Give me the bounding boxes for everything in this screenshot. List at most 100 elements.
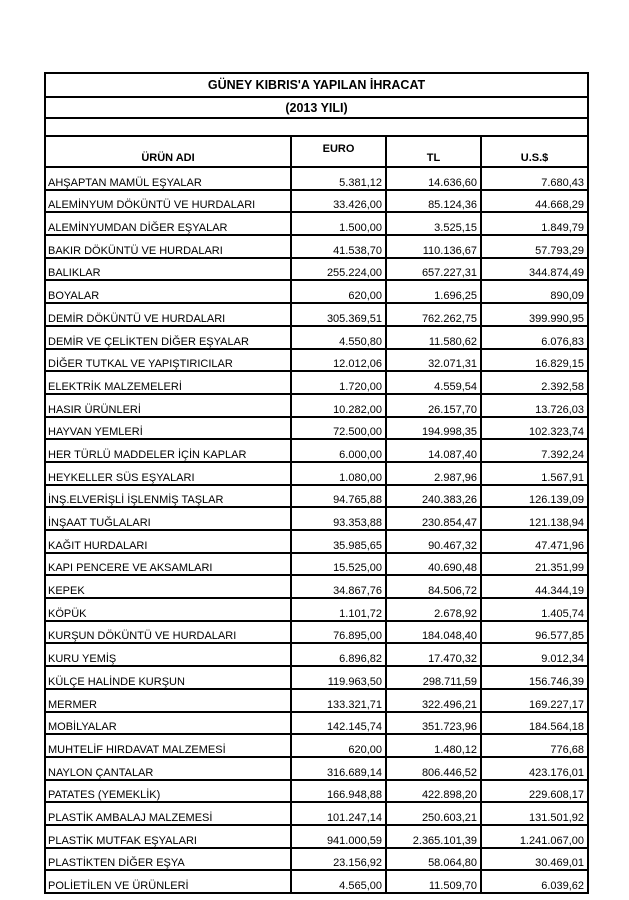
tl-value-cell: 14.636,60 [385,166,482,191]
usd-value-cell: 30.469,01 [479,846,590,872]
product-name-cell: BAKIR DÖKÜNTÜ VE HURDALARI [44,234,292,259]
table-row: DEMİR VE ÇELİKTEN DİĞER EŞYALAR 4.550,80 1… [44,324,590,350]
usd-value-cell: 399.990,95 [479,302,590,327]
tl-value-cell: 322.496,21 [385,687,482,713]
euro-value-cell: 34.867,76 [290,574,387,600]
usd-value-cell: 44.668,29 [479,188,590,214]
tl-value-cell: 762.262,75 [385,302,482,327]
usd-value-cell: 1.405,74 [479,597,590,622]
spacer-row [43,117,590,137]
usd-value-cell: 7.392,24 [479,438,590,463]
euro-value-cell: 119.963,50 [290,665,387,690]
table-row: PLASTİK MUTFAK EŞYALARI 941.000,59 2.365.1… [44,823,590,849]
table-row: HASIR ÜRÜNLERİ 10.282,00 26.157,70 13.726,0… [44,392,590,418]
usd-value-cell: 1.567,91 [479,460,590,486]
table-row: ALEMİNYUM DÖKÜNTÜ VE HURDALARI 33.426,00 8… [44,188,590,214]
tl-value-cell: 2.678,92 [385,597,482,622]
euro-value-cell: 305.369,51 [290,302,387,327]
product-name-cell: DEMİR VE ÇELİKTEN DİĞER EŞYALAR [44,324,292,350]
euro-value-cell: 4.550,80 [290,324,387,350]
tl-value-cell: 17.470,32 [385,642,482,668]
euro-value-cell: 23.156,92 [290,846,387,872]
tl-value-cell: 11.509,70 [385,869,482,894]
table-body: AHŞAPTAN MAMÜL EŞYALAR 5.381,12 14.636,60 7… [44,166,590,894]
product-name-cell: PATATES (YEMEKLİK) [44,778,292,804]
usd-value-cell: 16.829,15 [479,347,590,373]
usd-value-cell: 121.138,94 [479,506,590,531]
product-name-cell: ALEMİNYUM DÖKÜNTÜ VE HURDALARI [44,188,292,214]
table-row: BALIKLAR 255.224,00 657.227,31 344.874,49 [44,256,590,282]
product-name-cell: KÜLÇE HALİNDE KURŞUN [44,665,292,690]
product-name-cell: PLASTİK MUTFAK EŞYALARI [44,823,292,849]
euro-value-cell: 620,00 [290,733,387,758]
tl-value-cell: 58.064,80 [385,846,482,872]
usd-value-cell: 6.076,83 [479,324,590,350]
euro-value-cell: 620,00 [290,279,387,305]
euro-value-cell: 316.689,14 [290,755,387,781]
tl-value-cell: 32.071,31 [385,347,482,373]
subtitle-row: (2013 YILI) [43,96,590,119]
usd-value-cell: 44.344,19 [479,574,590,600]
usd-value-cell: 9.012,34 [479,642,590,668]
usd-value-cell: 2.392,58 [479,370,590,395]
tl-value-cell: 2.365.101,39 [385,823,482,849]
euro-value-cell: 1.101,72 [290,597,387,622]
title-row: GÜNEY KIBRIS'A YAPILAN İHRACAT [43,72,590,98]
tl-value-cell: 657.227,31 [385,256,482,282]
euro-value-cell: 41.538,70 [290,234,387,259]
product-name-cell: DİĞER TUTKAL VE YAPIŞTIRICILAR [44,347,292,373]
product-name-cell: HER TÜRLÜ MADDELER İÇİN KAPLAR [44,438,292,463]
report-title: GÜNEY KIBRIS'A YAPILAN İHRACAT [43,72,590,98]
tl-value-cell: 84.506,72 [385,574,482,600]
euro-value-cell: 1.080,00 [290,460,387,486]
usd-value-cell: 1.241.067,00 [479,823,590,849]
euro-value-cell: 93.353,88 [290,506,387,531]
tl-value-cell: 11.580,62 [385,324,482,350]
table-row: BAKIR DÖKÜNTÜ VE HURDALARI 41.538,70 110.1… [44,234,590,259]
tl-value-cell: 351.723,96 [385,710,482,736]
column-header-product-name: ÜRÜN ADI [44,135,292,168]
tl-value-cell: 40.690,48 [385,551,482,577]
table-row: KAĞIT HURDALARI 35.985,65 90.467,32 47.471,… [44,529,590,554]
usd-value-cell: 890,09 [479,279,590,305]
euro-value-cell: 1.720,00 [290,370,387,395]
tl-value-cell: 90.467,32 [385,529,482,554]
table-row: HAYVAN YEMLERİ 72.500,00 194.998,35 102.323… [44,415,590,441]
column-header-euro: EURO [290,135,387,168]
usd-value-cell: 96.577,85 [479,619,590,645]
euro-value-cell: 6.896,82 [290,642,387,668]
table-row: MUHTELİF HIRDAVAT MALZEMESİ 620,00 1.480,1… [44,733,590,758]
euro-value-cell: 142.145,74 [290,710,387,736]
usd-value-cell: 156.746,39 [479,665,590,690]
usd-value-cell: 13.726,03 [479,392,590,418]
table-row: PLASTİK AMBALAJ MALZEMESİ 101.247,14 250.6… [44,801,590,826]
usd-value-cell: 344.874,49 [479,256,590,282]
product-name-cell: PLASTİK AMBALAJ MALZEMESİ [44,801,292,826]
table-row: HEYKELLER SÜS EŞYALARI 1.080,00 2.987,96 1.… [44,460,590,486]
tl-value-cell: 85.124,36 [385,188,482,214]
table-row: ALEMİNYUMDAN DİĞER EŞYALAR 1.500,00 3.525,… [44,211,590,237]
column-header-tl: TL [385,135,482,168]
product-name-cell: KÖPÜK [44,597,292,622]
usd-value-cell: 102.323,74 [479,415,590,441]
euro-value-cell: 33.426,00 [290,188,387,214]
table-row: MERMER 133.321,71 322.496,21 169.227,17 [44,687,590,713]
tl-value-cell: 110.136,67 [385,234,482,259]
usd-value-cell: 131.501,92 [479,801,590,826]
euro-value-cell: 6.000,00 [290,438,387,463]
euro-value-cell: 35.985,65 [290,529,387,554]
tl-value-cell: 4.559,54 [385,370,482,395]
table-row: HER TÜRLÜ MADDELER İÇİN KAPLAR 6.000,00 14… [44,438,590,463]
product-name-cell: DEMİR DÖKÜNTÜ VE HURDALARI [44,302,292,327]
table-row: AHŞAPTAN MAMÜL EŞYALAR 5.381,12 14.636,60 7… [44,166,590,191]
product-name-cell: İNŞAAT TUĞLALARI [44,506,292,531]
table-row: DEMİR DÖKÜNTÜ VE HURDALARI 305.369,51 762.… [44,302,590,327]
tl-value-cell: 230.854,47 [385,506,482,531]
tl-value-cell: 250.603,21 [385,801,482,826]
product-name-cell: BALIKLAR [44,256,292,282]
table-row: PLASTİKTEN DİĞER EŞYA 23.156,92 58.064,80 3… [44,846,590,872]
product-name-cell: HAYVAN YEMLERİ [44,415,292,441]
usd-value-cell: 184.564,18 [479,710,590,736]
table-row: PATATES (YEMEKLİK) 166.948,88 422.898,20 22… [44,778,590,804]
